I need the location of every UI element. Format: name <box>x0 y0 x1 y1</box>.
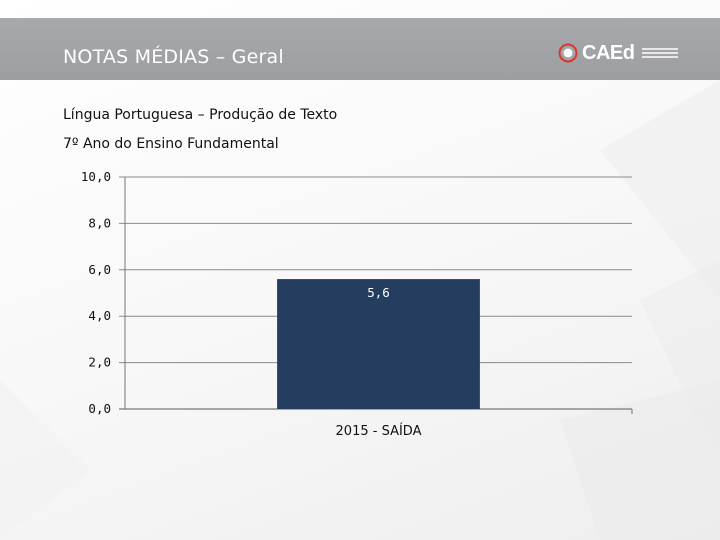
logo-wordmark: CAEd <box>582 41 635 64</box>
y-tick-label: 0,0 <box>88 401 111 416</box>
header-bar <box>0 18 720 80</box>
y-tick-label: 2,0 <box>88 355 111 370</box>
x-category-label: 2015 - SAÍDA <box>336 423 422 439</box>
grade-title: 7º Ano do Ensino Fundamental <box>63 136 279 152</box>
bar-value-label: 5,6 <box>367 285 390 300</box>
y-tick-label: 6,0 <box>88 262 111 277</box>
bar <box>277 279 480 409</box>
y-tick-label: 10,0 <box>81 169 111 184</box>
slide-title: NOTAS MÉDIAS – Geral <box>63 46 284 68</box>
subject-title: Língua Portuguesa – Produção de Texto <box>63 107 338 123</box>
caed-logo: CAEd <box>558 38 698 68</box>
caed-logo-mark-icon <box>558 43 578 63</box>
y-tick-label: 4,0 <box>88 308 111 323</box>
logo-tagline <box>642 48 679 58</box>
y-tick-label: 8,0 <box>88 215 111 230</box>
